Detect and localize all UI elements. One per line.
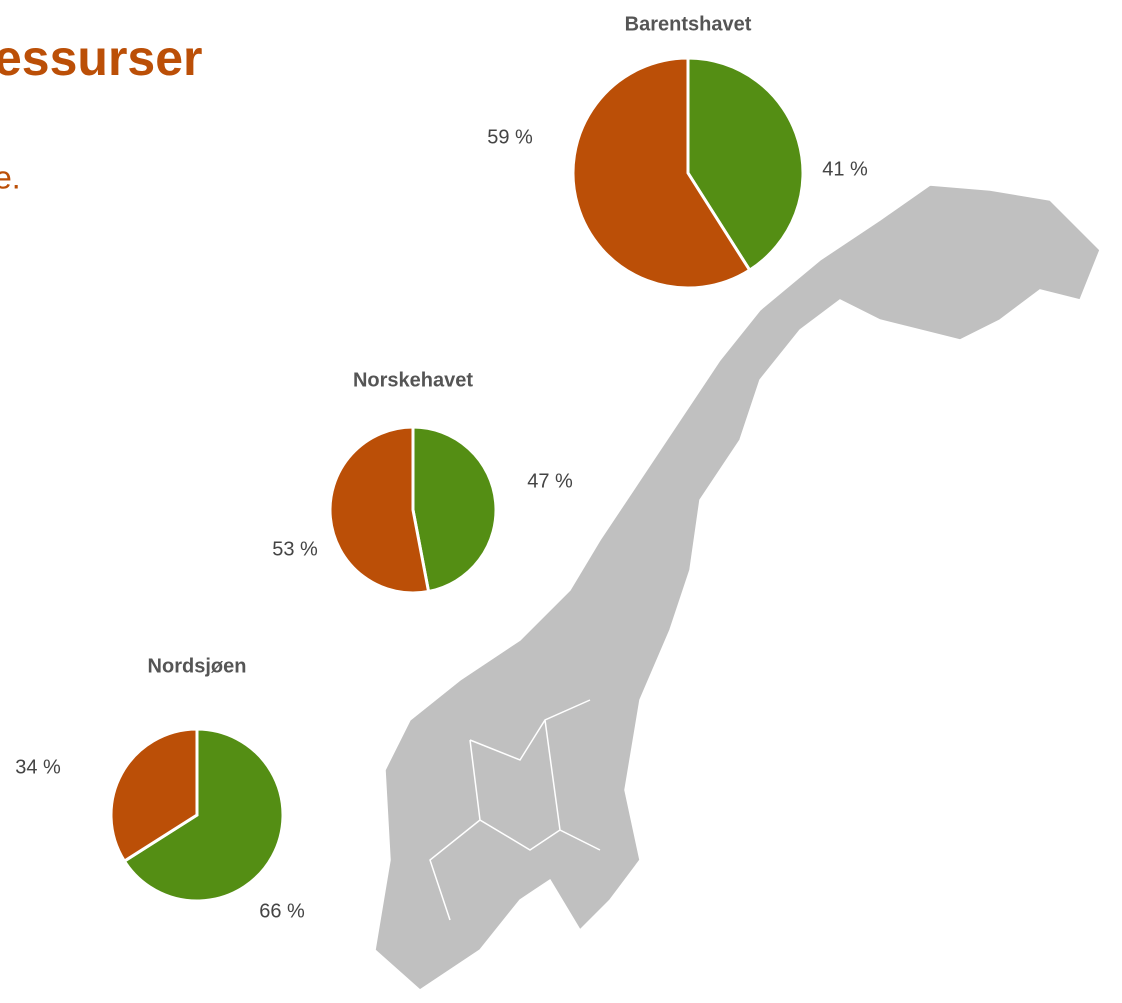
data-label: 41 % [822, 158, 868, 180]
pie-slice [328, 425, 431, 595]
data-label: 59 % [487, 126, 533, 148]
pie-slice [122, 727, 285, 903]
data-label: 66 % [259, 900, 305, 922]
data-label: 34 % [15, 756, 61, 778]
pie-slice [571, 56, 752, 290]
data-label: 47 % [527, 470, 573, 492]
pie-slice [411, 425, 498, 594]
chart-title: Norskehavet [353, 369, 473, 391]
page-title: essurser [0, 30, 203, 86]
data-label: 53 % [272, 538, 318, 560]
norway-map [374, 184, 1101, 991]
chart-title: Barentshavet [625, 13, 752, 35]
region-borders [429, 699, 601, 921]
chart-title: Nordsjøen [148, 655, 247, 677]
pie-slice [109, 727, 199, 864]
page-subtitle: e. [0, 159, 21, 195]
